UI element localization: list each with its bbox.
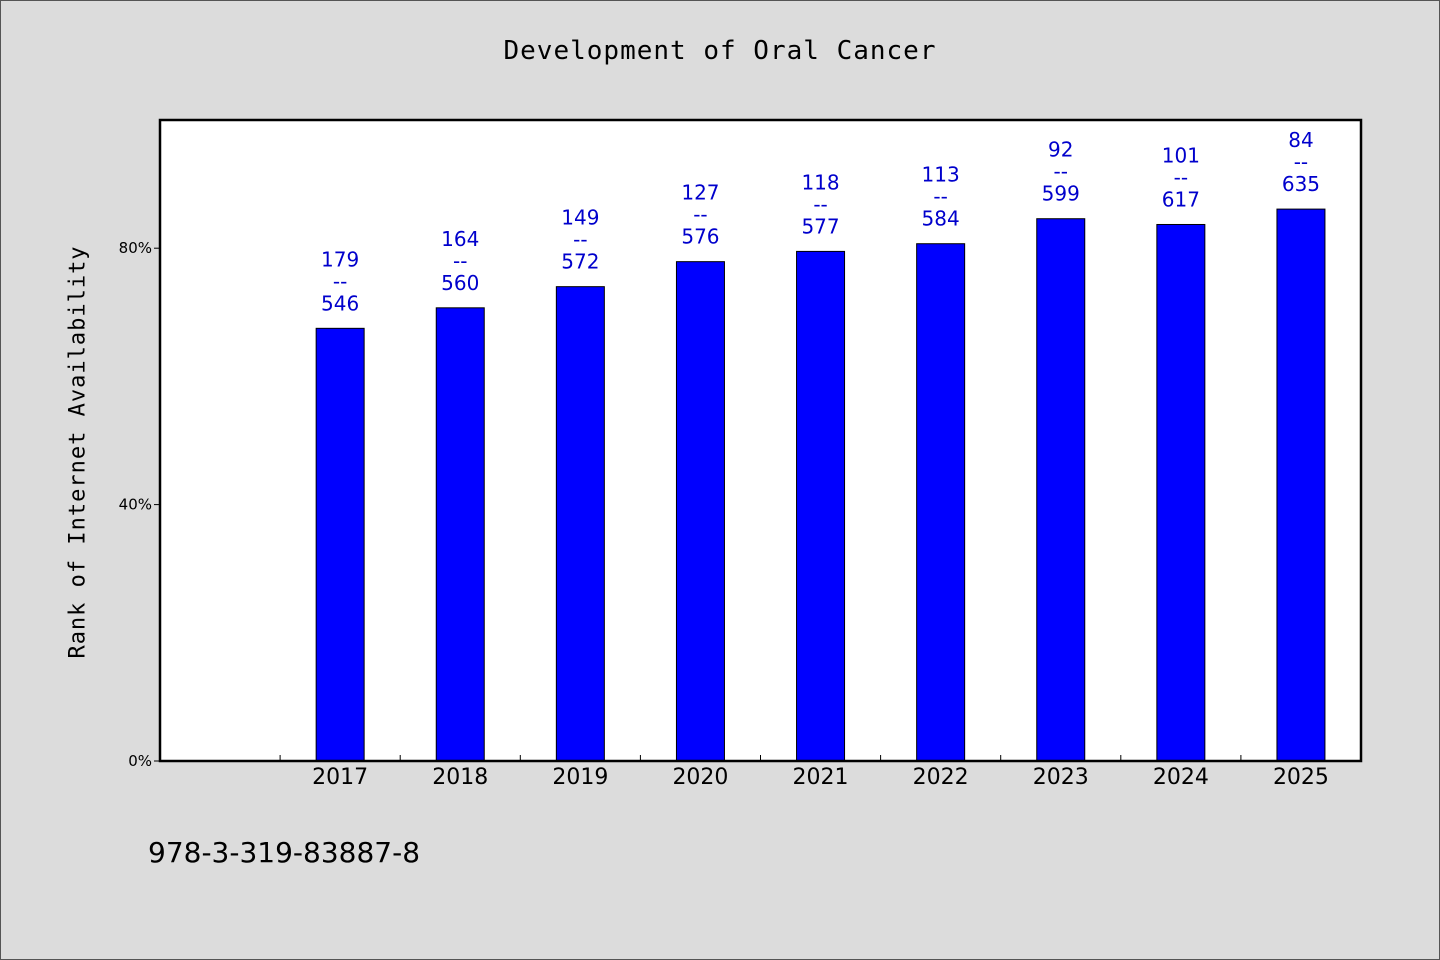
data-label-2017-0: 179 <box>321 247 359 271</box>
data-label-2024-1: -- <box>1174 165 1188 189</box>
data-label-2020-0: 127 <box>681 181 719 205</box>
data-label-2020-2: 576 <box>681 225 719 249</box>
bar-2025 <box>1276 208 1326 762</box>
data-label-2018-1: -- <box>453 249 467 273</box>
data-label-2022-2: 584 <box>922 207 960 231</box>
data-label-2019-0: 149 <box>561 206 599 230</box>
y-tick-label: 40% <box>119 496 152 514</box>
x-tick-label-2024: 2024 <box>1153 765 1209 790</box>
data-label-2021-1: -- <box>813 192 827 216</box>
data-label-2023-2: 599 <box>1042 182 1080 206</box>
bar-2018 <box>435 307 485 762</box>
data-label-2024-0: 101 <box>1162 143 1200 167</box>
footer-code: 978-3-319-83887-8 <box>148 836 421 869</box>
y-tick-label: 0% <box>128 752 152 770</box>
bar-2020 <box>675 261 725 762</box>
plot-border <box>158 118 1363 763</box>
data-label-2017-2: 546 <box>321 291 359 315</box>
data-label-2017-1: -- <box>333 269 347 293</box>
data-label-2019-1: -- <box>573 228 587 252</box>
data-label-2021-2: 577 <box>801 214 839 238</box>
data-label-2022-0: 113 <box>922 163 960 187</box>
bar-2024 <box>1156 223 1206 762</box>
bar-2017 <box>315 327 365 762</box>
chart-title: Development of Oral Cancer <box>503 36 937 66</box>
bar-2023 <box>1036 218 1086 762</box>
x-tick-label-2025: 2025 <box>1273 765 1329 790</box>
bar-2021 <box>796 250 846 762</box>
data-label-2023-0: 92 <box>1048 138 1073 162</box>
x-tick-label-2020: 2020 <box>672 765 728 790</box>
data-label-2018-2: 560 <box>441 271 479 295</box>
data-label-2019-2: 572 <box>561 250 599 274</box>
data-label-2021-0: 118 <box>801 170 839 194</box>
x-tick-label-2022: 2022 <box>913 765 969 790</box>
x-tick-label-2017: 2017 <box>312 765 368 790</box>
data-label-2025-0: 84 <box>1288 128 1313 152</box>
x-tick-label-2019: 2019 <box>552 765 608 790</box>
data-label-2023-1: -- <box>1054 160 1068 184</box>
data-label-2018-0: 164 <box>441 227 479 251</box>
x-tick-label-2023: 2023 <box>1033 765 1089 790</box>
x-tick-label-2021: 2021 <box>793 765 849 790</box>
y-tick-label: 80% <box>119 239 152 257</box>
data-label-2024-2: 617 <box>1162 187 1200 211</box>
data-label-2020-1: -- <box>693 203 707 227</box>
bar-2022 <box>916 243 966 762</box>
x-tick-label-2018: 2018 <box>432 765 488 790</box>
data-label-2025-2: 635 <box>1282 172 1320 196</box>
data-label-2022-1: -- <box>933 185 947 209</box>
bar-2019 <box>555 286 605 762</box>
data-label-2025-1: -- <box>1294 150 1308 174</box>
